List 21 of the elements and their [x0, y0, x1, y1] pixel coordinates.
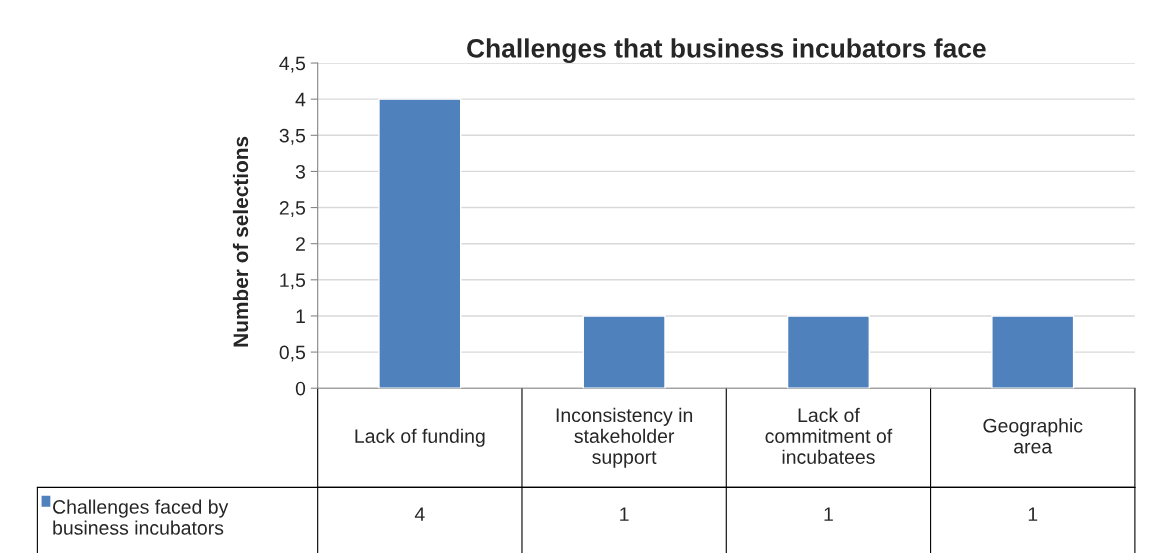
- data-label: 1: [620, 507, 629, 521]
- x-tick-label: Lack of funding: [355, 428, 485, 447]
- y-tick-label: 1: [296, 309, 305, 323]
- x-tick-label: Inconsistency in stakeholder support: [556, 407, 693, 468]
- y-tick-label: 1,5: [280, 273, 306, 290]
- chart-title: Challenges that business incubators face: [467, 38, 986, 64]
- x-tick-label: Lack of commitment of incubatees: [765, 407, 893, 464]
- y-tick-label: 3,5: [279, 128, 306, 145]
- y-axis-title: Number of selections: [232, 136, 249, 347]
- y-tick-label: 0,5: [279, 345, 306, 362]
- data-label: 1: [1028, 507, 1038, 521]
- y-tick-label: 0: [295, 381, 306, 396]
- y-tick-label: 2: [296, 237, 305, 251]
- legend-label: Challenges faced by business incubators: [53, 499, 229, 535]
- y-tick-label: 2,5: [279, 201, 306, 218]
- y-tick-label: 4,5: [279, 56, 306, 73]
- x-tick-label: Geographic area: [983, 418, 1083, 454]
- data-label: 1: [824, 507, 833, 521]
- y-tick-label: 4: [295, 92, 306, 107]
- y-tick-label: 3: [295, 164, 306, 179]
- data-label: 4: [414, 507, 425, 521]
